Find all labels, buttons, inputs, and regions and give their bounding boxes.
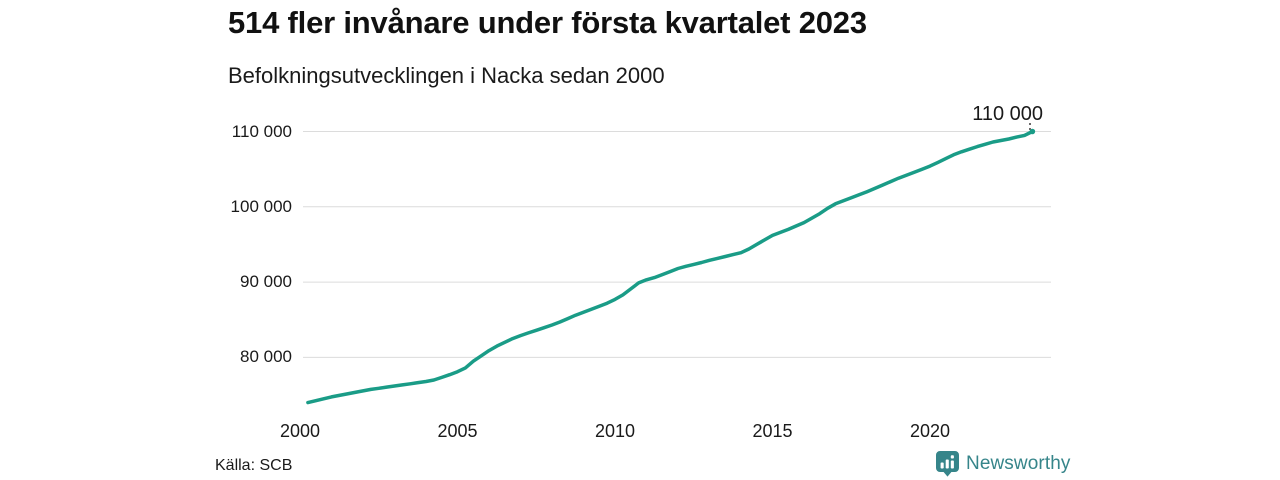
annotation-connector-dotted-line [1029, 123, 1031, 130]
x-axis-tick-label: 2000 [279, 421, 321, 441]
chart-title: 514 fler invånare under första kvartalet… [228, 5, 867, 40]
exclamation-dot [950, 455, 954, 459]
y-axis-tick-label: 90 000 [240, 272, 292, 292]
x-axis-tick-label: 2015 [752, 421, 793, 441]
x-axis-tick-label: 2005 [437, 421, 478, 441]
bar-tall [950, 460, 954, 469]
end-value-annotation: 110 000 [972, 103, 1043, 125]
y-axis-tick-label: 80 000 [240, 347, 292, 367]
newsworthy-logo[interactable]: Newsworthy [936, 451, 1070, 477]
brand-name: Newsworthy [966, 453, 1071, 474]
x-axis-tick-label: 2010 [594, 421, 636, 441]
source-label: Källa: SCB [215, 457, 293, 474]
y-axis-tick-label: 110 000 [231, 121, 292, 141]
bar-medium [945, 459, 949, 469]
endpoint-marker [1029, 128, 1036, 135]
population-series-line [306, 129, 1035, 405]
bar-short [940, 462, 944, 469]
x-axis-tick-label: 2020 [909, 421, 951, 441]
newsworthy-bar-chart-badge-icon [936, 451, 959, 477]
y-axis-tick-label: 100 000 [230, 196, 292, 216]
chart-subtitle: Befolkningsutvecklingen i Nacka sedan 20… [228, 63, 665, 88]
